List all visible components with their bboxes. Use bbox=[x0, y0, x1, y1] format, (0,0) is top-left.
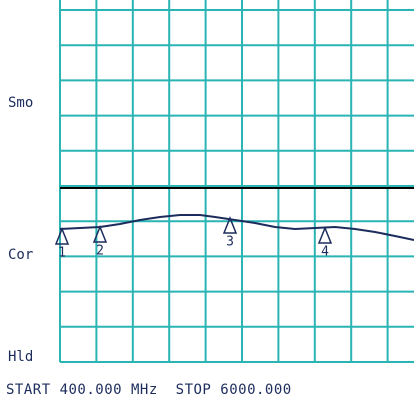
marker-label: 3 bbox=[226, 235, 234, 250]
markers: 1 2 3 4 bbox=[54, 215, 333, 261]
marker-triangle bbox=[222, 215, 238, 234]
side-label: Hld bbox=[8, 349, 33, 365]
marker-label: 2 bbox=[96, 244, 104, 259]
marker-triangle bbox=[92, 224, 108, 243]
marker-label: 4 bbox=[321, 245, 329, 260]
side-label: Smo bbox=[8, 95, 33, 111]
trace bbox=[59, 214, 414, 241]
side-label: Cor bbox=[8, 247, 33, 263]
sweep-range: START 400.000 MHz STOP 6000.000 bbox=[6, 382, 292, 398]
marker-triangle bbox=[317, 225, 333, 244]
grid bbox=[59, 0, 414, 363]
marker-triangle bbox=[54, 226, 70, 245]
marker-label: 1 bbox=[58, 246, 66, 261]
